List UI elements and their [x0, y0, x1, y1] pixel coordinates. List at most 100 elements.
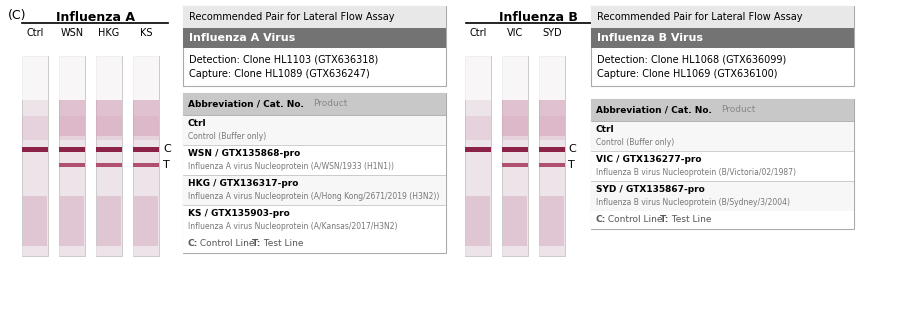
Bar: [96, 163, 122, 167]
Text: HKG / GTX136317-pro: HKG / GTX136317-pro: [188, 179, 299, 188]
Bar: [502, 56, 528, 100]
Bar: [96, 246, 122, 256]
Bar: [183, 6, 446, 86]
Bar: [465, 116, 491, 140]
Text: Abbreviation / Cat. No.: Abbreviation / Cat. No.: [596, 105, 712, 114]
Text: Control Line: Control Line: [197, 239, 255, 248]
Text: T: T: [568, 160, 575, 170]
Bar: [96, 146, 122, 151]
Text: Ctrl: Ctrl: [26, 28, 44, 38]
Bar: [133, 163, 159, 167]
Bar: [539, 100, 565, 136]
Bar: [591, 6, 854, 28]
Bar: [183, 175, 446, 205]
Bar: [591, 181, 854, 211]
Text: Control Line: Control Line: [605, 216, 662, 225]
Text: Recommended Pair for Lateral Flow Assay: Recommended Pair for Lateral Flow Assay: [597, 12, 803, 22]
Bar: [539, 163, 565, 167]
Bar: [539, 116, 565, 140]
Bar: [183, 6, 446, 28]
Text: T: T: [163, 160, 170, 170]
Text: WSN / GTX135868-pro: WSN / GTX135868-pro: [188, 150, 301, 159]
Text: Detection: Clone HL1103 (GTX636318): Detection: Clone HL1103 (GTX636318): [189, 55, 378, 65]
Bar: [591, 28, 854, 48]
Bar: [183, 145, 446, 175]
Bar: [465, 146, 491, 151]
Bar: [59, 100, 85, 136]
Bar: [134, 196, 158, 246]
Bar: [502, 100, 528, 136]
Text: T:: T:: [252, 239, 261, 248]
Bar: [59, 163, 85, 167]
Bar: [22, 56, 48, 256]
Bar: [466, 196, 490, 246]
Bar: [539, 56, 565, 256]
Text: WSN: WSN: [60, 28, 84, 38]
Bar: [502, 116, 528, 140]
Text: SYD: SYD: [542, 28, 562, 38]
Bar: [591, 99, 854, 121]
Bar: [133, 100, 159, 136]
Bar: [591, 99, 854, 229]
Bar: [502, 163, 528, 167]
Text: C: C: [568, 144, 576, 154]
Text: Influenza B: Influenza B: [499, 11, 578, 24]
Text: Influenza B virus Nucleoprotein (B/Sydney/3/2004): Influenza B virus Nucleoprotein (B/Sydne…: [596, 198, 790, 207]
Bar: [97, 196, 121, 246]
Text: HKG: HKG: [98, 28, 120, 38]
Bar: [539, 146, 565, 151]
Text: Influenza A Virus: Influenza A Virus: [189, 33, 295, 43]
Bar: [502, 146, 528, 151]
Bar: [465, 246, 491, 256]
Text: KS / GTX135903-pro: KS / GTX135903-pro: [188, 210, 290, 219]
Text: Abbreviation / Cat. No.: Abbreviation / Cat. No.: [188, 100, 304, 109]
Text: Ctrl: Ctrl: [469, 28, 487, 38]
Bar: [183, 115, 446, 145]
Text: Recommended Pair for Lateral Flow Assay: Recommended Pair for Lateral Flow Assay: [189, 12, 394, 22]
Text: Influenza A: Influenza A: [56, 11, 134, 24]
Bar: [22, 116, 48, 140]
Bar: [133, 146, 159, 151]
Bar: [183, 235, 446, 253]
Text: Test Line: Test Line: [669, 216, 712, 225]
Bar: [183, 28, 446, 48]
Bar: [183, 93, 446, 115]
Bar: [96, 56, 122, 100]
Bar: [59, 146, 85, 151]
Text: Product: Product: [721, 105, 755, 114]
Bar: [591, 121, 854, 151]
Bar: [60, 196, 84, 246]
Bar: [22, 246, 48, 256]
Text: Ctrl: Ctrl: [188, 119, 207, 128]
Text: SYD / GTX135867-pro: SYD / GTX135867-pro: [596, 185, 705, 194]
Bar: [591, 211, 854, 229]
Bar: [133, 56, 159, 100]
Bar: [503, 196, 527, 246]
Bar: [22, 56, 48, 100]
Bar: [96, 56, 122, 256]
Text: Influenza A virus Nucleoprotein (A/WSN/1933 (H1N1)): Influenza A virus Nucleoprotein (A/WSN/1…: [188, 162, 394, 171]
Bar: [96, 100, 122, 136]
Bar: [22, 146, 48, 151]
Text: Influenza A virus Nucleoprotein (A/Kansas/2017/H3N2): Influenza A virus Nucleoprotein (A/Kansa…: [188, 222, 398, 231]
Text: KS: KS: [140, 28, 152, 38]
Bar: [591, 6, 854, 86]
Bar: [59, 246, 85, 256]
Bar: [133, 246, 159, 256]
Text: VIC: VIC: [507, 28, 523, 38]
Text: (C): (C): [8, 9, 26, 22]
Text: Influenza B virus Nucleoprotein (B/Victoria/02/1987): Influenza B virus Nucleoprotein (B/Victo…: [596, 168, 796, 177]
Bar: [183, 205, 446, 235]
Bar: [59, 56, 85, 100]
Bar: [591, 151, 854, 181]
Bar: [465, 56, 491, 100]
Bar: [183, 93, 446, 253]
Bar: [502, 246, 528, 256]
Text: Test Line: Test Line: [261, 239, 303, 248]
Text: Capture: Clone HL1089 (GTX636247): Capture: Clone HL1089 (GTX636247): [189, 69, 370, 79]
Text: C:: C:: [596, 216, 607, 225]
Text: Ctrl: Ctrl: [596, 126, 615, 134]
Bar: [539, 56, 565, 100]
Text: Detection: Clone HL1068 (GTX636099): Detection: Clone HL1068 (GTX636099): [597, 55, 787, 65]
Bar: [502, 56, 528, 256]
